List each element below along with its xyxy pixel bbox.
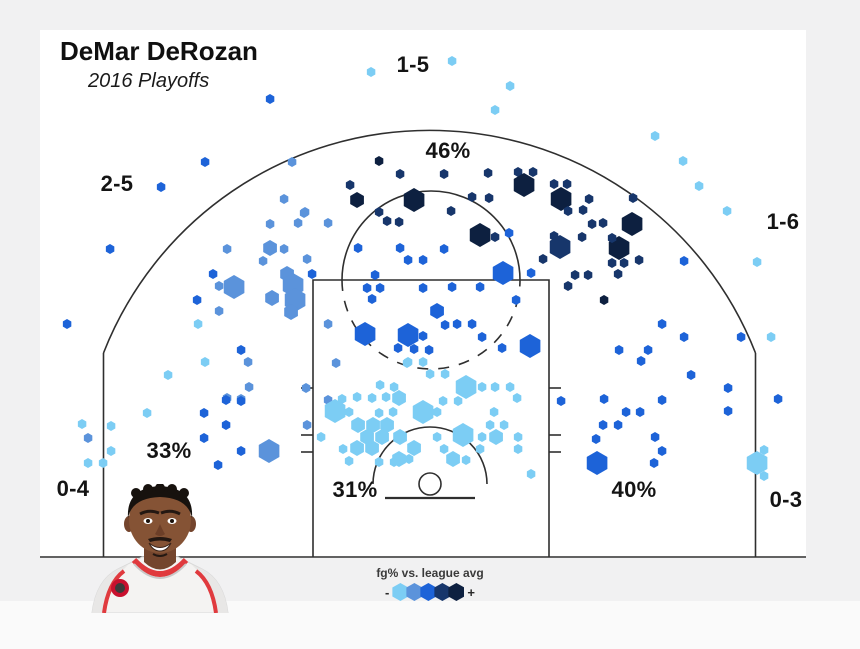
rim — [418, 472, 442, 496]
legend-plus-sign: + — [467, 584, 475, 600]
legend-hex-row — [392, 583, 465, 601]
page-title: DeMar DeRozan — [60, 36, 258, 66]
chart-panel — [40, 30, 806, 558]
legend-minus-sign: - — [385, 584, 390, 600]
legend-hex — [406, 583, 423, 601]
free-throw-circle-top — [341, 190, 521, 281]
restricted-area-arc — [372, 426, 488, 485]
legend-label: fg% vs. league avg — [376, 566, 484, 580]
legend-hex — [448, 583, 465, 601]
three-point-arc — [102, 129, 757, 354]
page-subtitle: 2016 Playoffs — [88, 70, 210, 92]
free-throw-circle-bottom — [341, 279, 521, 370]
legend-hex — [420, 583, 437, 601]
legend-scale: - + — [0, 583, 860, 601]
legend-hex — [392, 583, 409, 601]
player-photo — [91, 484, 229, 613]
legend: fg% vs. league avg - + — [0, 566, 860, 601]
paint-rect — [312, 279, 550, 557]
legend-hex — [434, 583, 451, 601]
